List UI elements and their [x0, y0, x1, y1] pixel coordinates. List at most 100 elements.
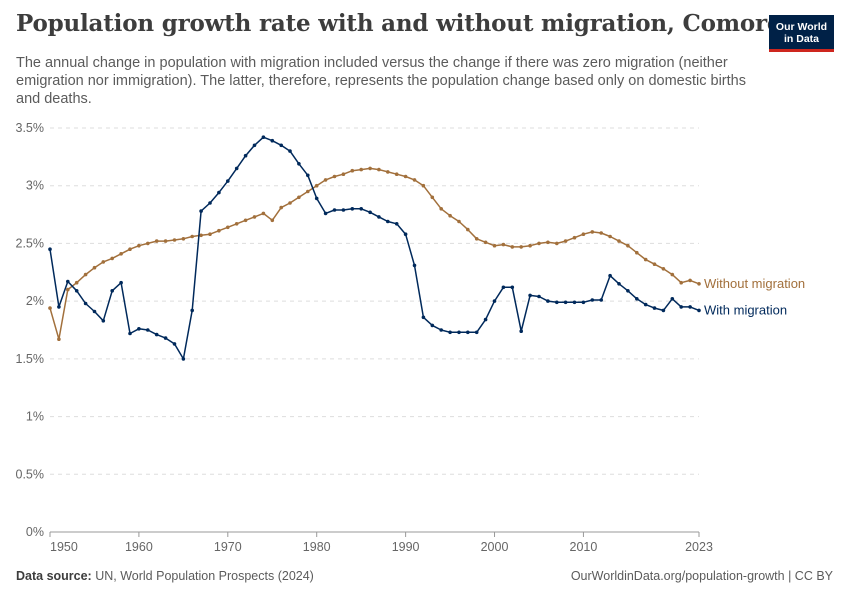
- data-point: [670, 272, 675, 277]
- data-point: [368, 210, 372, 215]
- data-point: [492, 243, 497, 248]
- data-point: [492, 299, 497, 303]
- data-point: [190, 308, 194, 313]
- data-point: [421, 183, 426, 188]
- data-point: [546, 240, 550, 245]
- data-point: [163, 336, 168, 340]
- data-point: [154, 332, 159, 337]
- data-point: [297, 195, 301, 200]
- data-point: [66, 287, 70, 292]
- x-tick-label: 1950: [50, 540, 78, 554]
- data-point: [403, 174, 408, 179]
- data-point: [466, 227, 470, 232]
- chart-subtitle: The annual change in population with mig…: [16, 55, 746, 107]
- y-tick-label: 0%: [26, 525, 44, 539]
- data-point: [394, 172, 399, 176]
- data-point: [430, 323, 435, 328]
- data-point: [48, 306, 52, 310]
- data-point: [474, 330, 479, 335]
- y-axis-ticks: 0% 0.5% 1% 1.5% 2% 2.5% 3% 3.5%: [16, 121, 45, 539]
- data-point: [101, 319, 106, 323]
- data-point: [101, 260, 106, 264]
- data-point: [57, 305, 61, 309]
- data-point: [279, 205, 284, 210]
- source-url-link[interactable]: OurWorldinData.org/population-growth | C…: [570, 569, 833, 583]
- data-point: [635, 297, 639, 301]
- data-point: [226, 225, 230, 230]
- data-point: [563, 239, 568, 243]
- data-point: [83, 272, 88, 277]
- data-point: [599, 231, 603, 235]
- data-point: [394, 222, 399, 226]
- data-point: [537, 294, 541, 299]
- data-point: [608, 273, 612, 278]
- data-point: [137, 243, 141, 248]
- data-point: [501, 242, 506, 247]
- data-point: [670, 297, 675, 301]
- x-tick-label: 1980: [303, 540, 331, 554]
- logo-accent-bar: [769, 49, 834, 52]
- data-point: [261, 211, 266, 216]
- data-source: Data source: UN, World Population Prospe…: [16, 569, 314, 583]
- data-point: [261, 135, 266, 139]
- chart-title: Population growth rate with and without …: [16, 10, 795, 37]
- data-point: [359, 167, 364, 172]
- data-point: [679, 305, 683, 309]
- series-line: [49, 167, 700, 340]
- data-point: [652, 306, 657, 310]
- data-point: [172, 342, 177, 346]
- data-point: [608, 234, 612, 239]
- data-point: [288, 149, 292, 153]
- data-point: [270, 218, 275, 223]
- data-point: [697, 308, 701, 313]
- data-point: [421, 315, 426, 320]
- data-point: [679, 280, 683, 285]
- x-tick-label: 2010: [570, 540, 598, 554]
- data-point: [323, 211, 328, 216]
- data-point: [599, 298, 603, 302]
- data-point: [688, 305, 692, 309]
- data-point: [252, 143, 257, 148]
- data-point: [314, 183, 319, 188]
- x-tick-label: 1990: [392, 540, 420, 554]
- x-tick-label: 1960: [125, 540, 153, 554]
- owid-logo[interactable]: Our World in Data: [769, 15, 834, 52]
- x-tick-label: 2023: [685, 540, 713, 554]
- data-point: [377, 215, 381, 219]
- data-point: [181, 357, 186, 361]
- y-tick-label: 0.5%: [16, 467, 45, 481]
- data-point: [243, 218, 248, 223]
- data-point: [537, 241, 541, 246]
- y-tick-label: 3.5%: [16, 121, 45, 135]
- data-point: [359, 207, 364, 211]
- data-point: [128, 331, 132, 336]
- data-point: [457, 330, 461, 335]
- data-point: [208, 232, 212, 236]
- data-point: [563, 300, 568, 305]
- data-point: [581, 232, 586, 236]
- y-tick-label: 2%: [26, 294, 44, 308]
- data-point: [279, 143, 284, 148]
- data-point: [66, 279, 70, 284]
- data-point: [643, 257, 648, 262]
- x-tick-label: 2000: [481, 540, 509, 554]
- data-point: [199, 233, 203, 238]
- data-point: [626, 289, 630, 293]
- data-point: [483, 317, 488, 322]
- data-point: [128, 247, 132, 251]
- data-point: [519, 329, 523, 334]
- data-point: [448, 330, 452, 335]
- data-point: [546, 299, 550, 303]
- data-point: [288, 201, 292, 205]
- data-point: [92, 265, 97, 270]
- data-source-text: UN, World Population Prospects (2024): [95, 569, 314, 583]
- data-point: [110, 289, 114, 293]
- data-point: [368, 166, 372, 171]
- data-point: [217, 190, 221, 195]
- data-point: [581, 300, 586, 305]
- data-point: [661, 267, 666, 271]
- data-point: [466, 330, 470, 335]
- data-point: [439, 328, 444, 332]
- data-point: [412, 263, 417, 268]
